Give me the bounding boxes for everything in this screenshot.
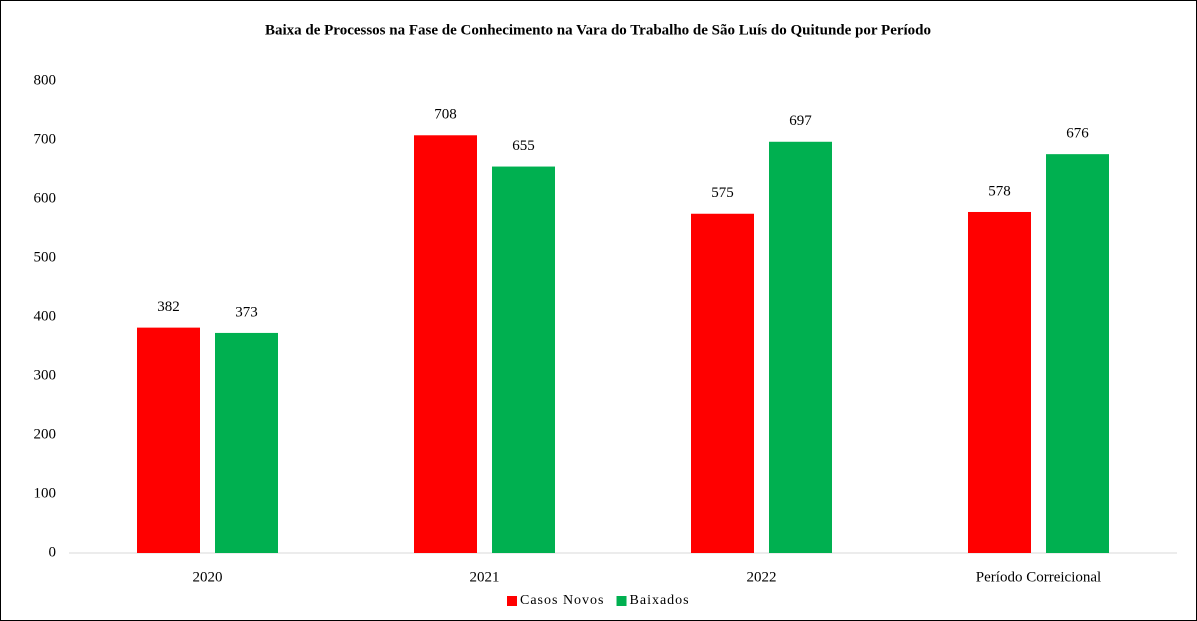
y-tick-label: 400 [34, 308, 57, 324]
bar [215, 332, 278, 553]
data-label: 575 [711, 185, 734, 201]
legend-swatch [616, 596, 627, 606]
bar [1046, 154, 1109, 553]
y-tick-label: 100 [34, 485, 57, 501]
data-label: 708 [434, 107, 457, 123]
data-label: 655 [512, 138, 535, 154]
bar [691, 213, 754, 553]
data-label: 578 [988, 183, 1011, 199]
data-label: 382 [157, 299, 180, 315]
x-tick-label: 2022 [747, 569, 777, 585]
y-tick-label: 700 [34, 131, 57, 147]
bar [769, 141, 832, 553]
legend-label: Baixados [630, 593, 690, 608]
x-tick-label: 2021 [470, 569, 500, 585]
data-label: 697 [789, 113, 812, 129]
legend-label: Casos Novos [520, 593, 605, 608]
y-tick-label: 200 [34, 426, 57, 442]
y-tick-label: 800 [34, 72, 57, 88]
y-tick-label: 300 [34, 367, 57, 383]
bar [414, 135, 477, 553]
y-tick-label: 0 [49, 544, 57, 560]
x-tick-label: 2020 [193, 569, 223, 585]
bar [492, 166, 555, 554]
data-label: 373 [235, 304, 258, 320]
bar [137, 327, 200, 553]
y-tick-label: 500 [34, 249, 57, 265]
bar [968, 211, 1031, 554]
x-tick-label: Período Correicional [976, 569, 1101, 585]
data-label: 676 [1066, 126, 1089, 142]
chart-title: Baixa de Processos na Fase de Conhecimen… [265, 22, 931, 38]
y-tick-label: 600 [34, 190, 57, 206]
legend-swatch [507, 596, 517, 606]
